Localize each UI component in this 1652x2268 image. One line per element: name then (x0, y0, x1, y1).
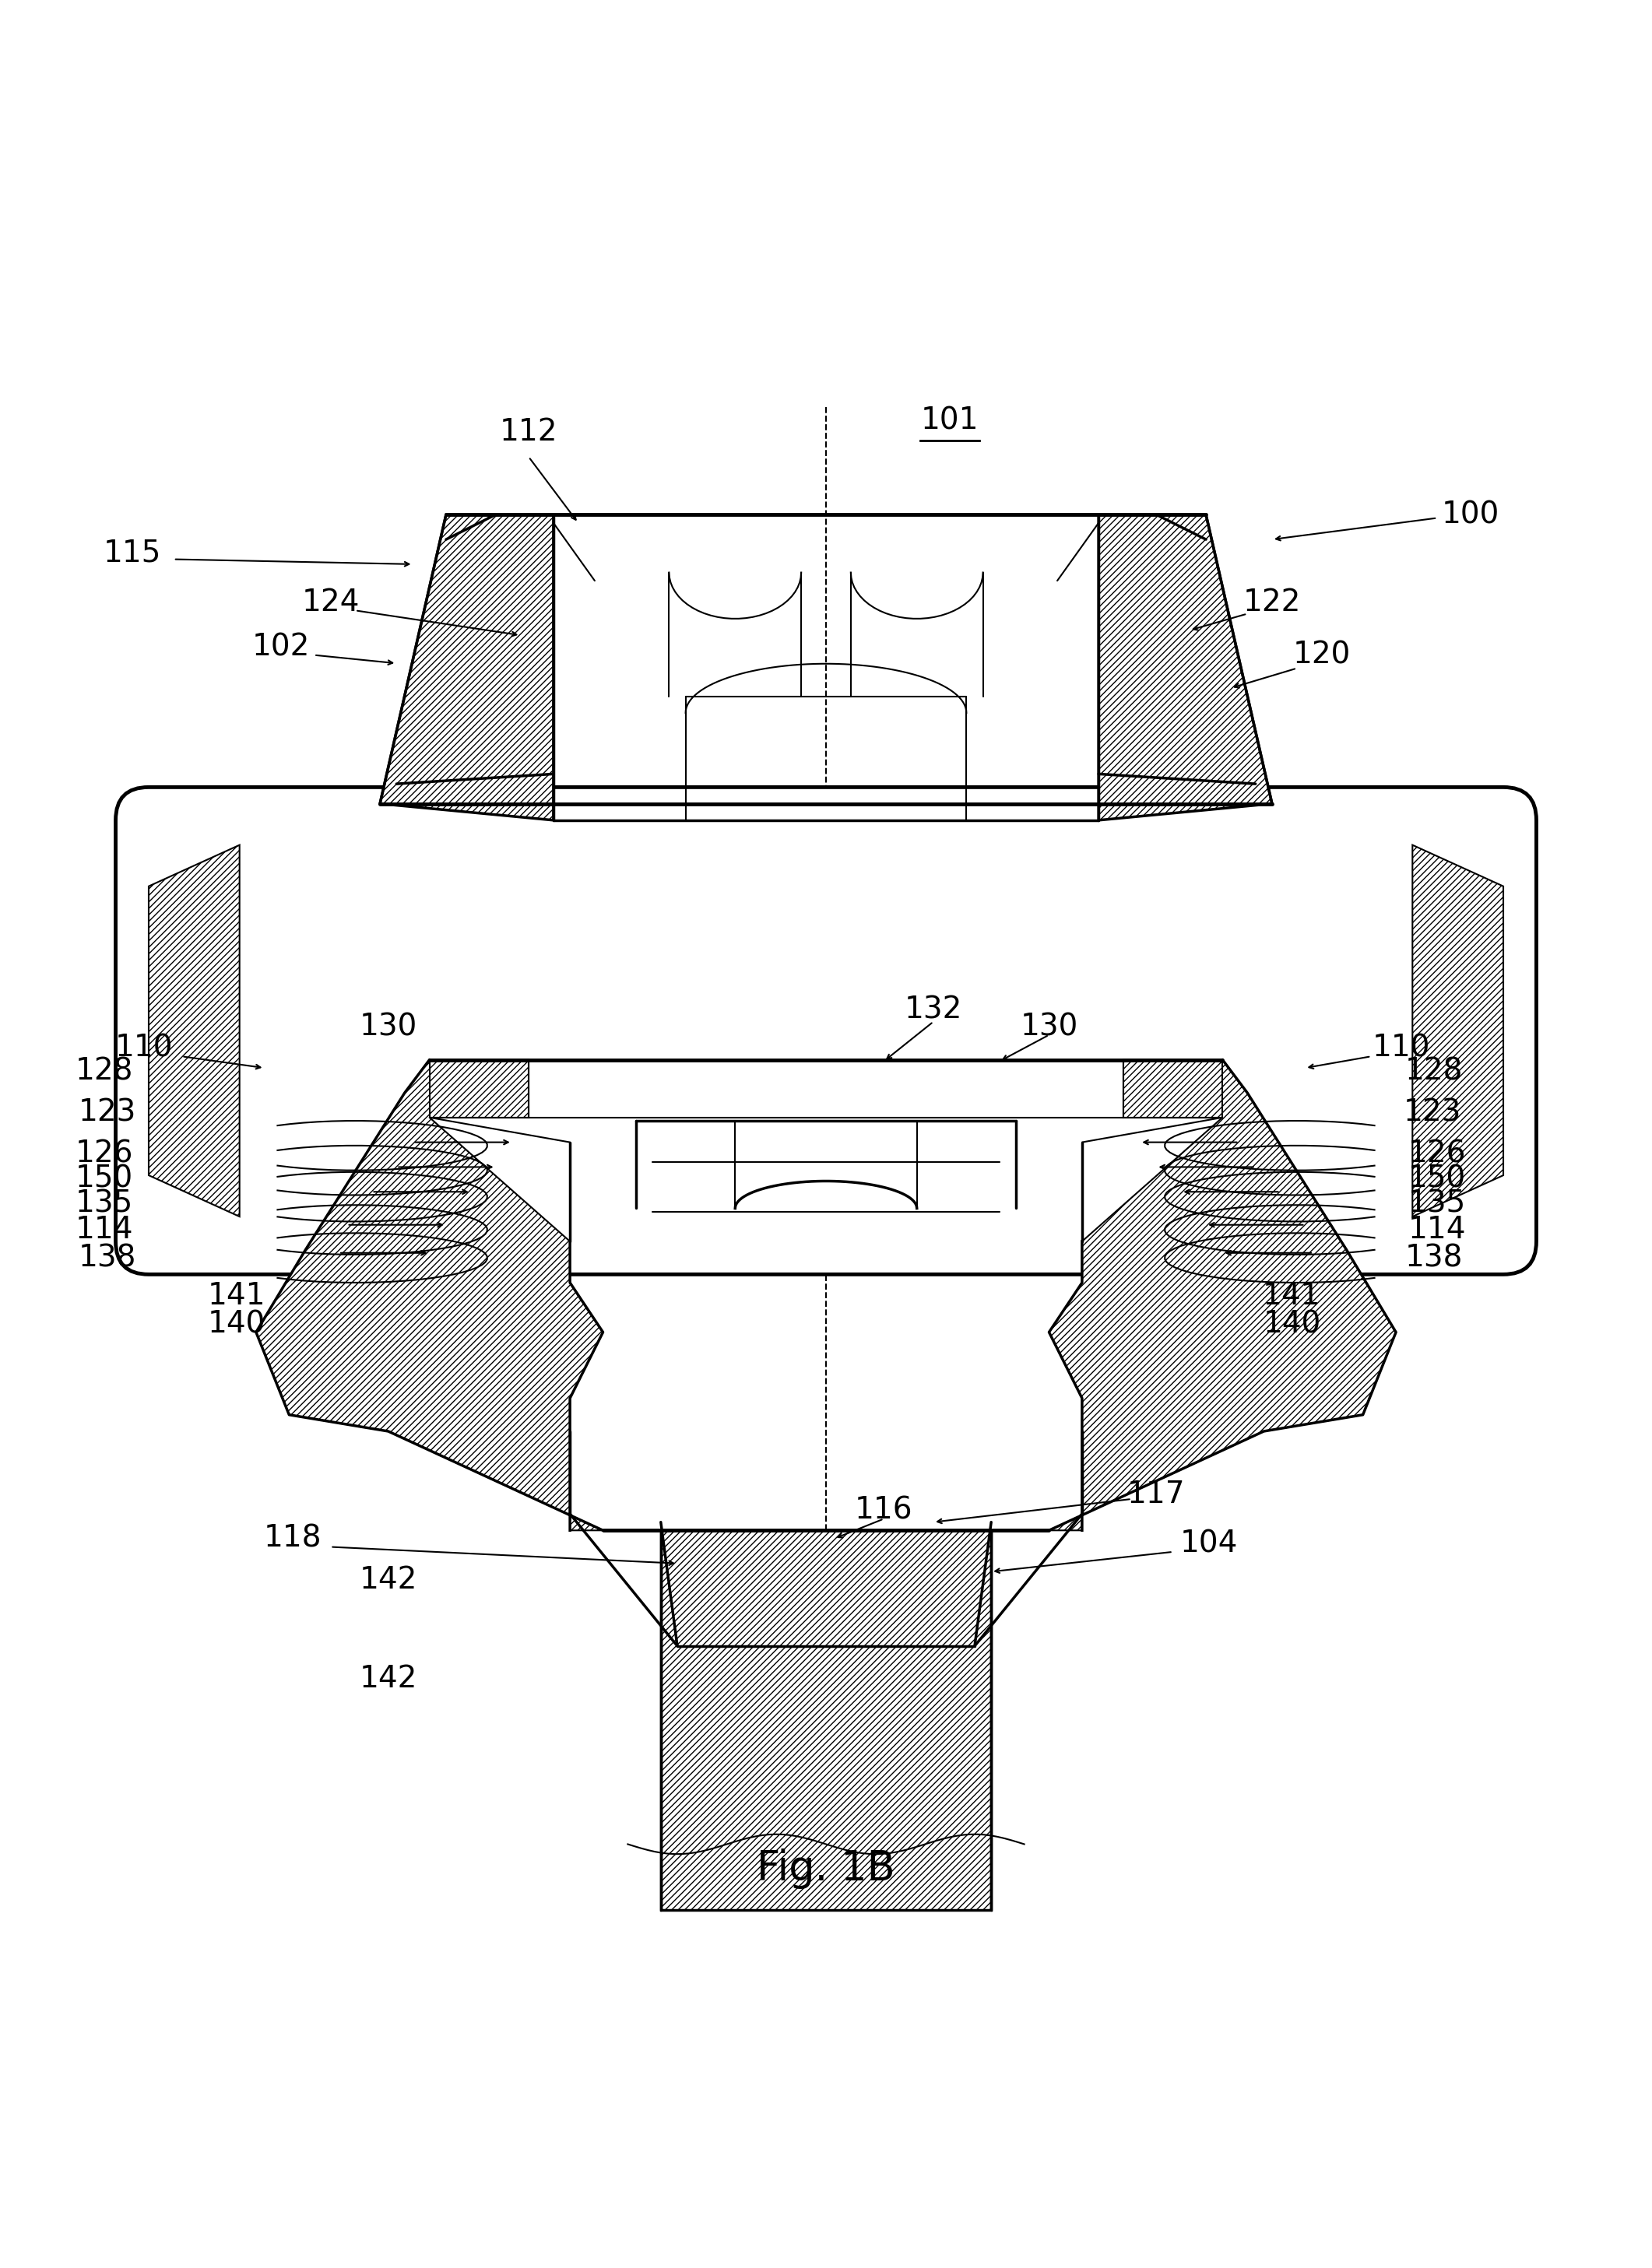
Text: 150: 150 (76, 1163, 132, 1193)
Text: 126: 126 (1408, 1139, 1467, 1168)
Text: 114: 114 (74, 1216, 134, 1245)
Text: 142: 142 (358, 1565, 418, 1594)
Text: 140: 140 (1262, 1309, 1322, 1338)
Text: Fig. 1B: Fig. 1B (757, 1848, 895, 1889)
Text: 110: 110 (1371, 1034, 1431, 1064)
Polygon shape (661, 1531, 991, 1910)
Text: 138: 138 (78, 1243, 137, 1272)
Polygon shape (1123, 1059, 1222, 1118)
Text: 122: 122 (1242, 587, 1302, 617)
Text: 135: 135 (1409, 1188, 1465, 1218)
Text: 138: 138 (1404, 1243, 1464, 1272)
Text: 135: 135 (76, 1188, 132, 1218)
Text: 141: 141 (1262, 1281, 1322, 1311)
Text: 100: 100 (1441, 499, 1500, 528)
Text: 140: 140 (206, 1309, 266, 1338)
Polygon shape (1099, 515, 1272, 821)
Text: 124: 124 (301, 587, 360, 617)
Polygon shape (256, 1059, 603, 1531)
Text: 150: 150 (1409, 1163, 1465, 1193)
Text: 117: 117 (1127, 1479, 1186, 1508)
Text: 110: 110 (114, 1034, 173, 1064)
Text: 120: 120 (1292, 640, 1351, 669)
Text: 114: 114 (1408, 1216, 1467, 1245)
Text: 101: 101 (920, 406, 980, 435)
Text: 128: 128 (1404, 1057, 1464, 1086)
Text: 130: 130 (1019, 1012, 1079, 1041)
FancyBboxPatch shape (116, 787, 1536, 1275)
Text: 112: 112 (499, 417, 558, 447)
Text: 130: 130 (358, 1012, 418, 1041)
Text: 118: 118 (263, 1524, 322, 1554)
Text: 115: 115 (102, 538, 162, 567)
Text: 116: 116 (854, 1497, 914, 1526)
Text: 126: 126 (74, 1139, 134, 1168)
Text: 132: 132 (904, 996, 963, 1025)
Text: 123: 123 (1403, 1098, 1462, 1127)
Text: 141: 141 (206, 1281, 266, 1311)
Text: 128: 128 (74, 1057, 134, 1086)
Polygon shape (430, 1059, 529, 1118)
Polygon shape (149, 846, 240, 1216)
Polygon shape (1412, 846, 1503, 1216)
Text: 123: 123 (78, 1098, 137, 1127)
Text: 104: 104 (1180, 1529, 1239, 1558)
Text: 102: 102 (251, 633, 311, 662)
Text: 142: 142 (358, 1665, 418, 1694)
Polygon shape (1049, 1059, 1396, 1531)
Polygon shape (380, 515, 553, 821)
